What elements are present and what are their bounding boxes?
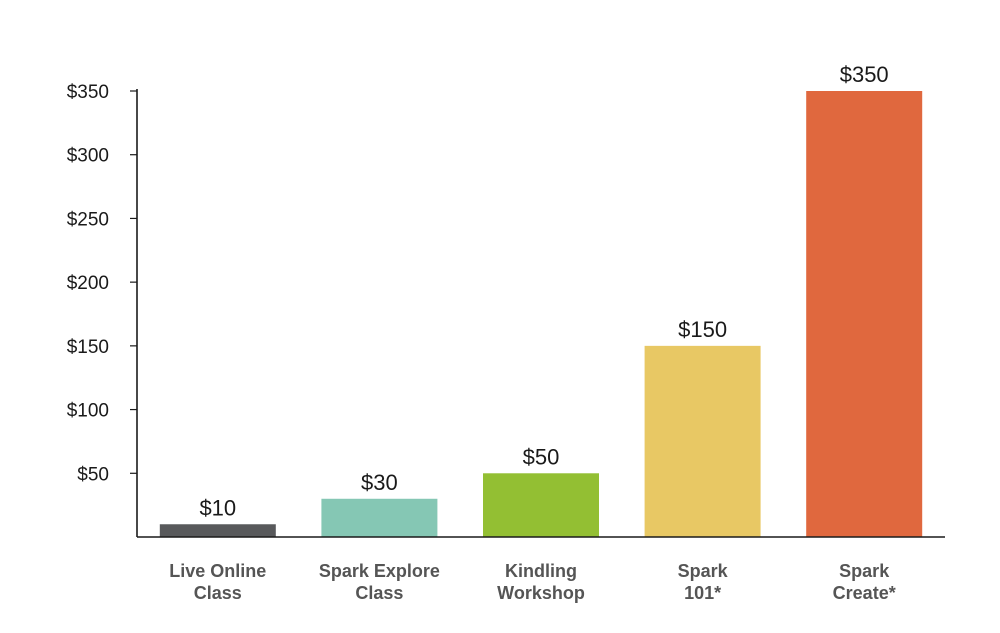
bar-value-label: $150 [678, 317, 727, 342]
y-tick-label: $50 [77, 464, 109, 485]
category-label: Live Online [169, 561, 266, 581]
bar-value-label: $350 [840, 62, 889, 87]
category-label: Kindling [505, 561, 577, 581]
category-label: Workshop [497, 583, 585, 603]
y-tick-label: $250 [67, 209, 109, 230]
y-tick-label: $200 [67, 273, 109, 294]
bar [159, 524, 276, 537]
y-tick-label: $300 [67, 146, 109, 167]
y-tick-label: $100 [67, 401, 109, 422]
category-label: 101* [684, 583, 721, 603]
bar [321, 498, 438, 537]
category-label: Spark [678, 561, 729, 581]
y-tick-label: $350 [67, 82, 109, 103]
bar [644, 345, 761, 537]
bar [483, 473, 599, 537]
bar [806, 91, 923, 537]
bar-value-label: $10 [199, 495, 236, 520]
category-label: Create* [833, 583, 896, 603]
bar-value-label: $50 [523, 444, 560, 469]
category-label: Spark Explore [319, 561, 440, 581]
y-axis: $50 $100 $150 $200 $250 $300 $350 [67, 82, 137, 485]
category-label: Class [194, 583, 242, 603]
category-label: Spark [839, 561, 890, 581]
bar-value-label: $30 [361, 470, 398, 495]
bars [159, 91, 923, 537]
y-tick-label: $150 [67, 337, 109, 358]
data-labels: $10 $30 $50 $150 $350 [199, 62, 888, 520]
category-label: Class [355, 583, 403, 603]
